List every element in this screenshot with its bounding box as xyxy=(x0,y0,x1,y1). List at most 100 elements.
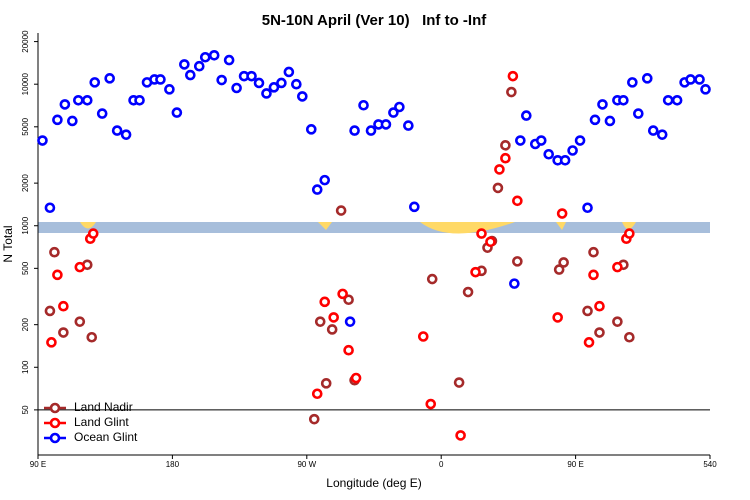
point xyxy=(320,378,332,389)
point xyxy=(231,82,242,94)
point xyxy=(328,312,339,323)
point xyxy=(641,73,653,84)
point xyxy=(403,120,414,131)
point xyxy=(476,228,487,239)
point xyxy=(594,300,605,312)
y-tick-label: 1000 xyxy=(21,216,30,234)
legend-marker xyxy=(49,432,61,444)
point xyxy=(521,110,532,121)
point xyxy=(89,77,101,88)
point xyxy=(582,202,593,214)
point xyxy=(365,125,377,136)
x-tick-label: 90 E xyxy=(30,460,46,469)
point xyxy=(74,316,86,327)
x-tick-label: 90 E xyxy=(567,460,583,469)
point xyxy=(349,125,360,136)
point xyxy=(453,377,465,388)
point xyxy=(492,182,504,194)
point xyxy=(583,337,595,348)
point xyxy=(343,294,354,306)
point xyxy=(612,316,623,327)
point xyxy=(500,140,511,151)
point xyxy=(627,77,638,88)
point xyxy=(556,208,568,219)
point xyxy=(58,300,69,312)
legend-label: Ocean Glint xyxy=(74,430,138,444)
legend-label: Land Nadir xyxy=(74,400,133,414)
x-tick-label: 90 W xyxy=(297,460,316,469)
point xyxy=(291,78,302,90)
point xyxy=(314,316,326,327)
point xyxy=(559,154,571,166)
point xyxy=(67,115,78,127)
point xyxy=(426,273,438,285)
point xyxy=(276,77,287,89)
point xyxy=(335,205,347,216)
point xyxy=(305,124,317,135)
point xyxy=(44,202,56,214)
point xyxy=(558,257,569,268)
point xyxy=(700,84,711,95)
point xyxy=(588,246,599,258)
point xyxy=(155,74,166,85)
land-shape xyxy=(80,222,636,234)
point xyxy=(343,344,354,356)
point xyxy=(319,174,331,186)
legend-marker xyxy=(49,417,61,429)
point xyxy=(604,115,616,127)
point xyxy=(535,135,547,146)
y-axis-label: N Total xyxy=(1,225,15,262)
point xyxy=(515,135,526,146)
point xyxy=(494,164,505,175)
point xyxy=(417,331,429,342)
point xyxy=(656,129,668,140)
point xyxy=(624,228,635,239)
point xyxy=(574,135,586,146)
point xyxy=(552,312,563,323)
point xyxy=(185,69,196,81)
point xyxy=(308,413,320,425)
point xyxy=(216,74,227,86)
y-tick-label: 100 xyxy=(21,360,30,374)
point xyxy=(618,94,629,106)
point xyxy=(350,372,362,384)
point xyxy=(86,331,98,343)
point xyxy=(52,114,63,126)
point xyxy=(253,77,265,89)
point xyxy=(49,246,60,258)
point xyxy=(582,305,593,317)
point xyxy=(179,59,190,70)
point xyxy=(506,86,517,98)
point xyxy=(73,94,84,106)
point xyxy=(380,119,392,130)
point xyxy=(120,129,132,140)
point xyxy=(567,145,578,156)
point xyxy=(164,84,175,95)
point xyxy=(685,74,696,85)
point xyxy=(344,316,356,327)
point xyxy=(58,327,69,338)
point xyxy=(455,430,466,441)
point xyxy=(96,108,108,119)
point xyxy=(268,82,280,93)
point xyxy=(337,288,348,300)
point xyxy=(111,125,123,136)
point xyxy=(470,266,481,278)
point xyxy=(500,152,511,164)
x-tick-label: 0 xyxy=(439,460,444,469)
y-tick-label: 5000 xyxy=(21,117,30,135)
point xyxy=(297,91,308,102)
point xyxy=(193,60,205,72)
point xyxy=(171,107,183,118)
point xyxy=(512,195,523,207)
point xyxy=(425,398,437,410)
legend-marker xyxy=(49,402,61,414)
point xyxy=(597,99,608,110)
point xyxy=(509,278,520,289)
point xyxy=(485,236,496,248)
point xyxy=(246,70,257,82)
point xyxy=(394,101,405,113)
point xyxy=(223,54,235,66)
point xyxy=(512,256,523,267)
point xyxy=(588,269,599,281)
